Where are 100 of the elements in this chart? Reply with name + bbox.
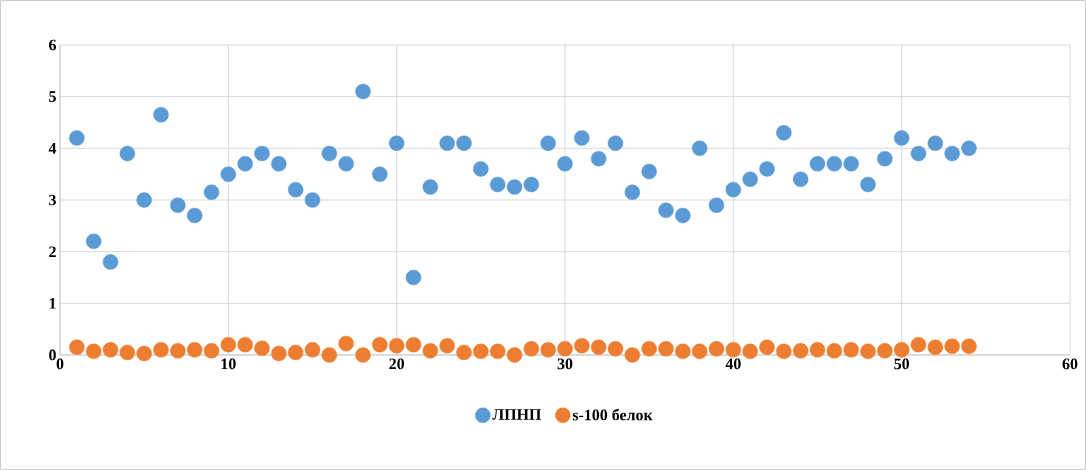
point <box>170 343 186 359</box>
point <box>910 145 927 162</box>
point <box>809 342 826 358</box>
point <box>489 176 506 193</box>
point <box>338 156 354 172</box>
point <box>961 140 977 157</box>
point <box>456 344 472 361</box>
point <box>826 343 843 359</box>
point <box>961 338 977 354</box>
point <box>893 130 910 146</box>
point <box>287 181 304 198</box>
point <box>759 339 775 355</box>
point <box>422 179 439 195</box>
point <box>927 135 944 151</box>
point <box>708 341 725 357</box>
point <box>776 343 792 360</box>
point <box>237 156 253 172</box>
point <box>338 335 354 352</box>
point <box>321 347 338 363</box>
point <box>944 338 960 354</box>
x-tick-label: 10 <box>221 358 236 370</box>
point <box>725 342 742 358</box>
point <box>69 339 85 355</box>
point <box>355 347 371 363</box>
x-tick-label: 20 <box>389 358 405 370</box>
point <box>557 341 573 357</box>
point <box>153 107 169 123</box>
point <box>910 336 927 353</box>
point <box>540 135 556 151</box>
point <box>792 343 809 359</box>
point <box>186 207 203 224</box>
point <box>388 337 405 354</box>
point <box>237 336 253 353</box>
point <box>860 176 876 193</box>
legend-label: ЛПНП <box>492 409 542 420</box>
point <box>271 345 287 362</box>
y-tick-label: 4 <box>48 143 57 154</box>
point <box>792 171 809 188</box>
point <box>624 184 641 200</box>
point <box>422 343 439 359</box>
point <box>927 339 944 355</box>
point <box>254 145 270 162</box>
point <box>405 336 422 353</box>
point <box>708 197 725 213</box>
point <box>641 341 657 357</box>
point <box>220 166 237 182</box>
y-tick-label: 1 <box>49 298 56 309</box>
point <box>860 343 876 360</box>
point <box>607 135 624 151</box>
point <box>540 342 556 358</box>
point <box>893 342 910 358</box>
point <box>658 341 674 357</box>
point <box>675 343 691 360</box>
point <box>826 156 843 172</box>
point <box>439 337 455 354</box>
point <box>456 135 472 151</box>
point <box>843 156 859 172</box>
y-tick-label: 0 <box>49 349 56 361</box>
point <box>523 176 540 193</box>
point <box>372 166 388 182</box>
point <box>725 181 742 198</box>
point <box>691 343 708 360</box>
point <box>506 179 523 195</box>
legend-label: s-100 белок <box>572 408 653 421</box>
point <box>506 347 523 363</box>
point <box>186 342 203 358</box>
point <box>675 207 691 224</box>
point <box>372 336 388 353</box>
point <box>321 145 338 162</box>
point <box>776 125 792 141</box>
point <box>203 343 220 359</box>
point <box>877 343 893 359</box>
point <box>271 156 287 172</box>
x-tick-label: 60 <box>1062 358 1078 370</box>
point <box>119 145 136 162</box>
point <box>405 269 422 286</box>
point <box>69 130 85 146</box>
point <box>439 135 455 151</box>
point <box>574 337 590 354</box>
point <box>809 156 826 172</box>
y-tick-label: 5 <box>49 91 56 102</box>
point <box>590 150 607 167</box>
point <box>388 135 405 151</box>
point <box>102 342 119 358</box>
point <box>742 343 758 360</box>
point <box>742 171 758 188</box>
point <box>877 150 893 167</box>
point <box>489 343 506 360</box>
y-tick-label: 6 <box>49 39 57 51</box>
point <box>843 342 859 358</box>
point <box>170 197 186 213</box>
point <box>203 184 220 200</box>
point <box>119 344 136 361</box>
point <box>944 145 960 162</box>
point <box>759 161 775 177</box>
point <box>590 339 607 355</box>
point <box>304 192 321 208</box>
point <box>607 341 624 357</box>
point <box>658 202 674 219</box>
point <box>355 83 371 100</box>
